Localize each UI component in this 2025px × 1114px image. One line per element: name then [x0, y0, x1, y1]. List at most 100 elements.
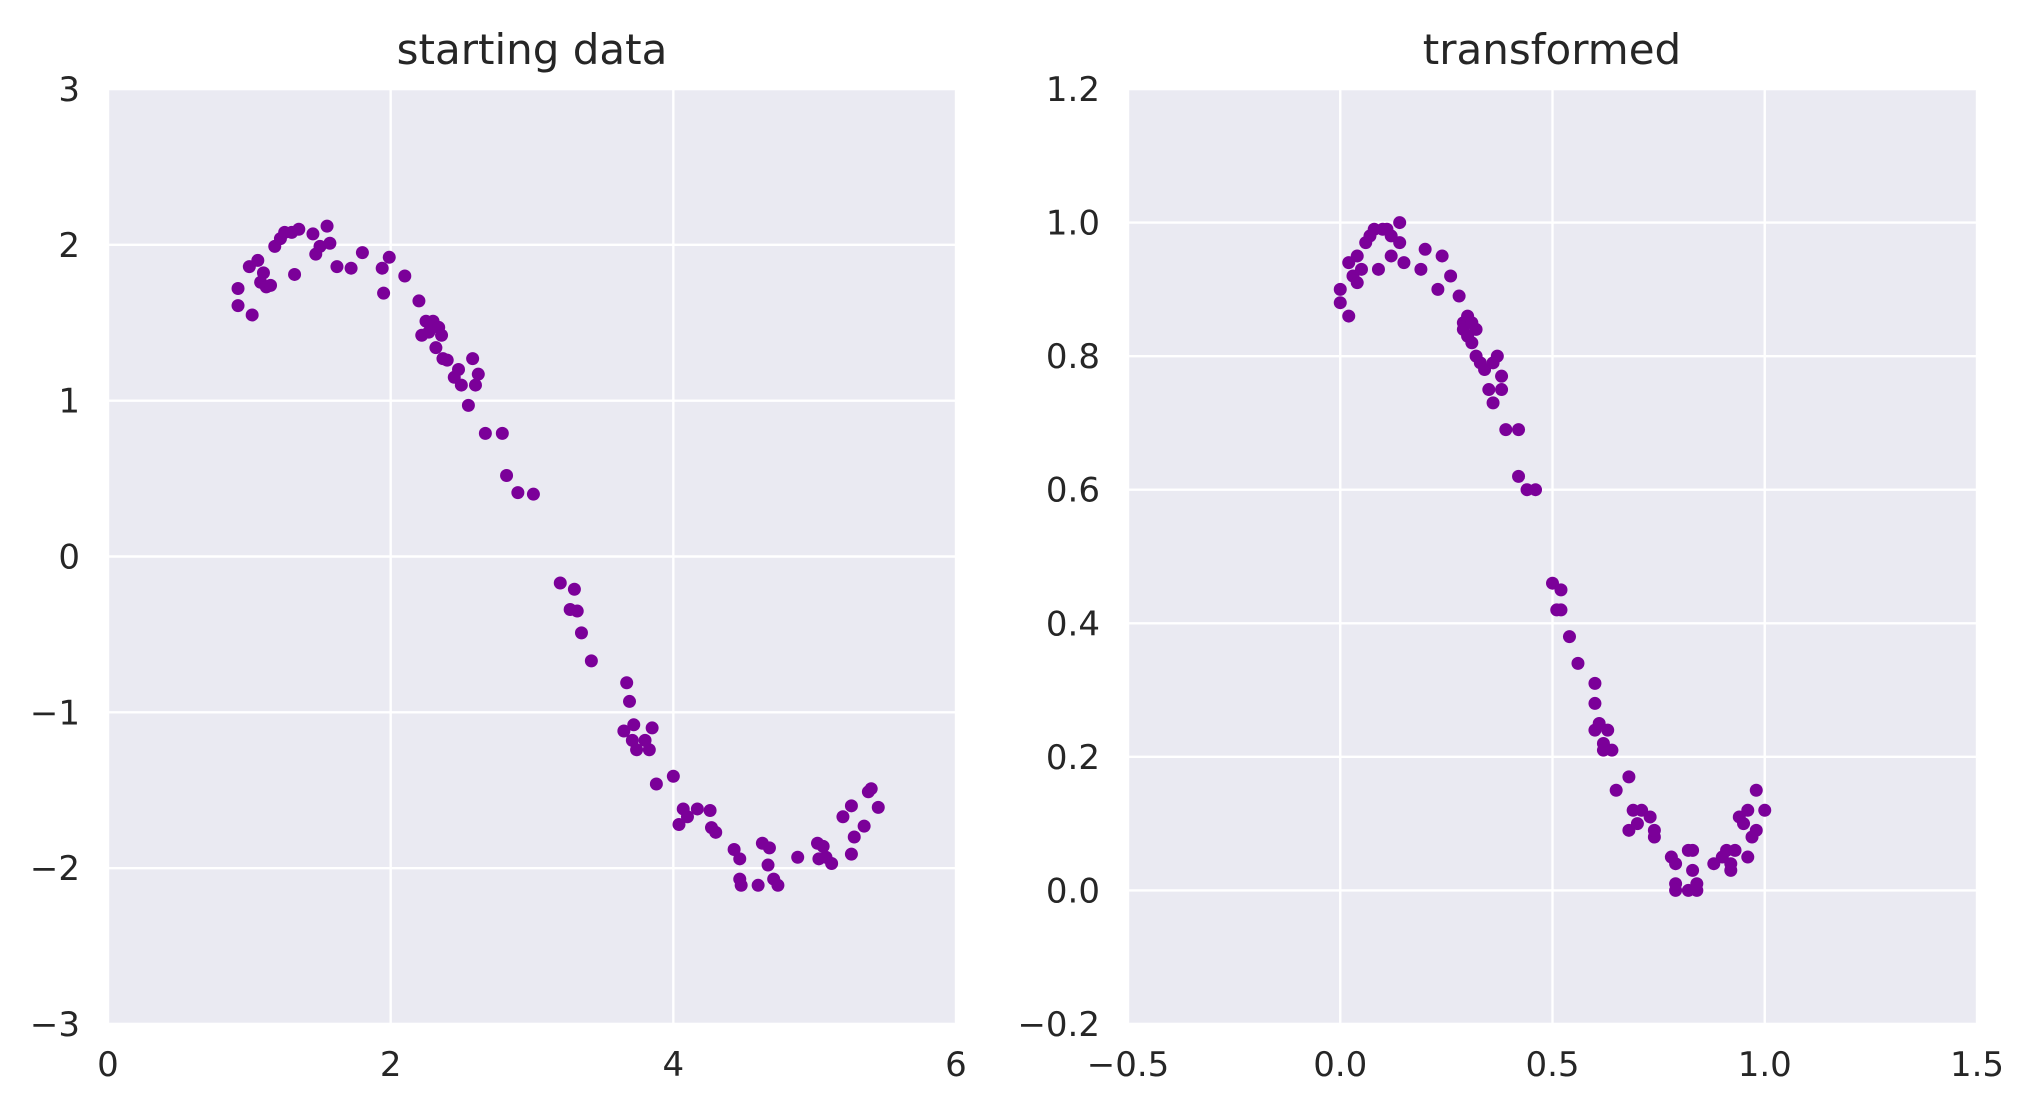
right-data-point: [1486, 396, 1500, 410]
right-data-point: [1490, 349, 1504, 363]
left-data-point: [620, 676, 634, 690]
right-data-point: [1333, 282, 1347, 296]
left-data-point: [398, 269, 412, 283]
left-y-tick-label: 2: [58, 226, 80, 266]
left-data-point: [847, 830, 861, 844]
left-data-point: [306, 227, 320, 241]
right-y-tick-label: 1.2: [1046, 70, 1100, 110]
right-data-point: [1601, 723, 1615, 737]
left-data-point: [245, 308, 259, 322]
left-data-point: [355, 246, 369, 260]
right-data-point: [1588, 676, 1602, 690]
left-data-point: [344, 261, 358, 275]
left-data-point: [570, 604, 584, 618]
right-y-tick-label: 0.2: [1046, 738, 1100, 778]
right-data-point: [1431, 282, 1445, 296]
right-data-point: [1384, 249, 1398, 263]
left-data-point: [825, 856, 839, 870]
left-data-point: [452, 363, 466, 376]
left-x-tick-label: 2: [380, 1045, 402, 1085]
left-x-tick-label: 4: [663, 1045, 685, 1085]
right-data-point: [1342, 309, 1356, 323]
left-data-point: [478, 426, 492, 440]
right-data-point: [1554, 603, 1568, 617]
left-data-point: [231, 299, 245, 313]
left-data-point: [733, 852, 747, 866]
left-data-point: [642, 743, 656, 757]
right-data-point: [1512, 469, 1526, 483]
left-data-point: [264, 278, 278, 292]
left-chart-title: starting data: [397, 25, 668, 74]
right-x-tick-label: 1.0: [1738, 1045, 1792, 1085]
right-y-tick-label: 0.0: [1046, 871, 1100, 911]
left-data-point: [412, 294, 426, 308]
left-y-tick-label: −3: [30, 1005, 80, 1045]
left-data-point: [500, 468, 514, 482]
right-data-point: [1371, 262, 1385, 276]
left-data-point: [734, 878, 748, 892]
left-data-point: [375, 261, 389, 275]
left-data-point: [511, 486, 525, 500]
right-x-tick-labels: −0.5 0.0 0.5 1.0 1.5: [1087, 1045, 2004, 1085]
left-y-tick-label: 1: [58, 382, 80, 422]
left-data-point: [468, 378, 482, 392]
left-y-tick-label: −1: [30, 693, 80, 733]
right-data-point: [1643, 810, 1657, 824]
left-data-point: [553, 576, 567, 590]
right-data-point: [1554, 583, 1568, 597]
right-data-point: [1495, 383, 1509, 397]
right-data-point: [1669, 883, 1683, 897]
left-data-point: [429, 341, 443, 355]
left-data-point: [313, 239, 327, 253]
right-y-tick-label: 0.6: [1046, 471, 1100, 511]
right-data-point: [1435, 249, 1449, 263]
left-data-point: [816, 839, 830, 853]
right-data-point: [1350, 249, 1364, 263]
right-y-tick-label: 0.4: [1046, 604, 1100, 644]
right-data-point: [1669, 857, 1683, 871]
right-data-point: [1354, 262, 1368, 276]
left-data-point: [440, 353, 454, 367]
left-data-point: [330, 260, 344, 274]
left-x-tick-labels: 0 2 4 6: [97, 1045, 967, 1085]
right-data-point: [1749, 823, 1763, 837]
left-data-point: [857, 819, 871, 833]
left-data-point: [751, 878, 765, 892]
right-data-point: [1444, 269, 1458, 283]
right-y-tick-label: −0.2: [1017, 1005, 1100, 1045]
right-data-point: [1622, 770, 1636, 784]
right-data-point: [1333, 296, 1347, 310]
right-chart: −0.5 0.0 0.5 1.0 1.5 1.21.00.80.60.40.20.0−0…: [1017, 25, 2004, 1085]
right-data-point: [1686, 863, 1700, 877]
left-data-point: [382, 250, 396, 264]
right-data-point: [1452, 289, 1466, 303]
left-y-tick-label: 0: [58, 538, 80, 578]
right-x-tick-label: 0.5: [1525, 1045, 1579, 1085]
left-data-point: [727, 842, 741, 856]
left-x-tick-label: 0: [97, 1045, 119, 1085]
right-data-point: [1562, 630, 1576, 644]
right-data-point: [1482, 383, 1496, 397]
right-data-point: [1737, 817, 1751, 831]
right-data-point: [1397, 256, 1411, 270]
left-data-point: [471, 367, 485, 381]
right-grid: [1126, 87, 1979, 1026]
right-data-point: [1630, 817, 1644, 831]
left-data-point: [454, 378, 468, 392]
right-data-point: [1495, 369, 1509, 383]
right-data-point: [1465, 336, 1479, 350]
left-data-point: [584, 654, 598, 668]
right-data-point: [1571, 656, 1585, 670]
left-data-point: [761, 858, 775, 872]
left-data-point: [292, 222, 306, 236]
left-chart: 0 2 4 6 3 2 1 0 −1 −2 −3 starting data: [30, 25, 967, 1085]
left-data-point: [627, 718, 641, 732]
right-data-point: [1758, 803, 1772, 817]
left-data-point: [680, 810, 694, 824]
left-data-point: [844, 799, 858, 813]
right-data-point: [1749, 783, 1763, 797]
right-data-point: [1609, 783, 1623, 797]
left-data-point: [690, 802, 704, 816]
right-data-point: [1686, 843, 1700, 857]
left-data-point: [320, 219, 334, 233]
